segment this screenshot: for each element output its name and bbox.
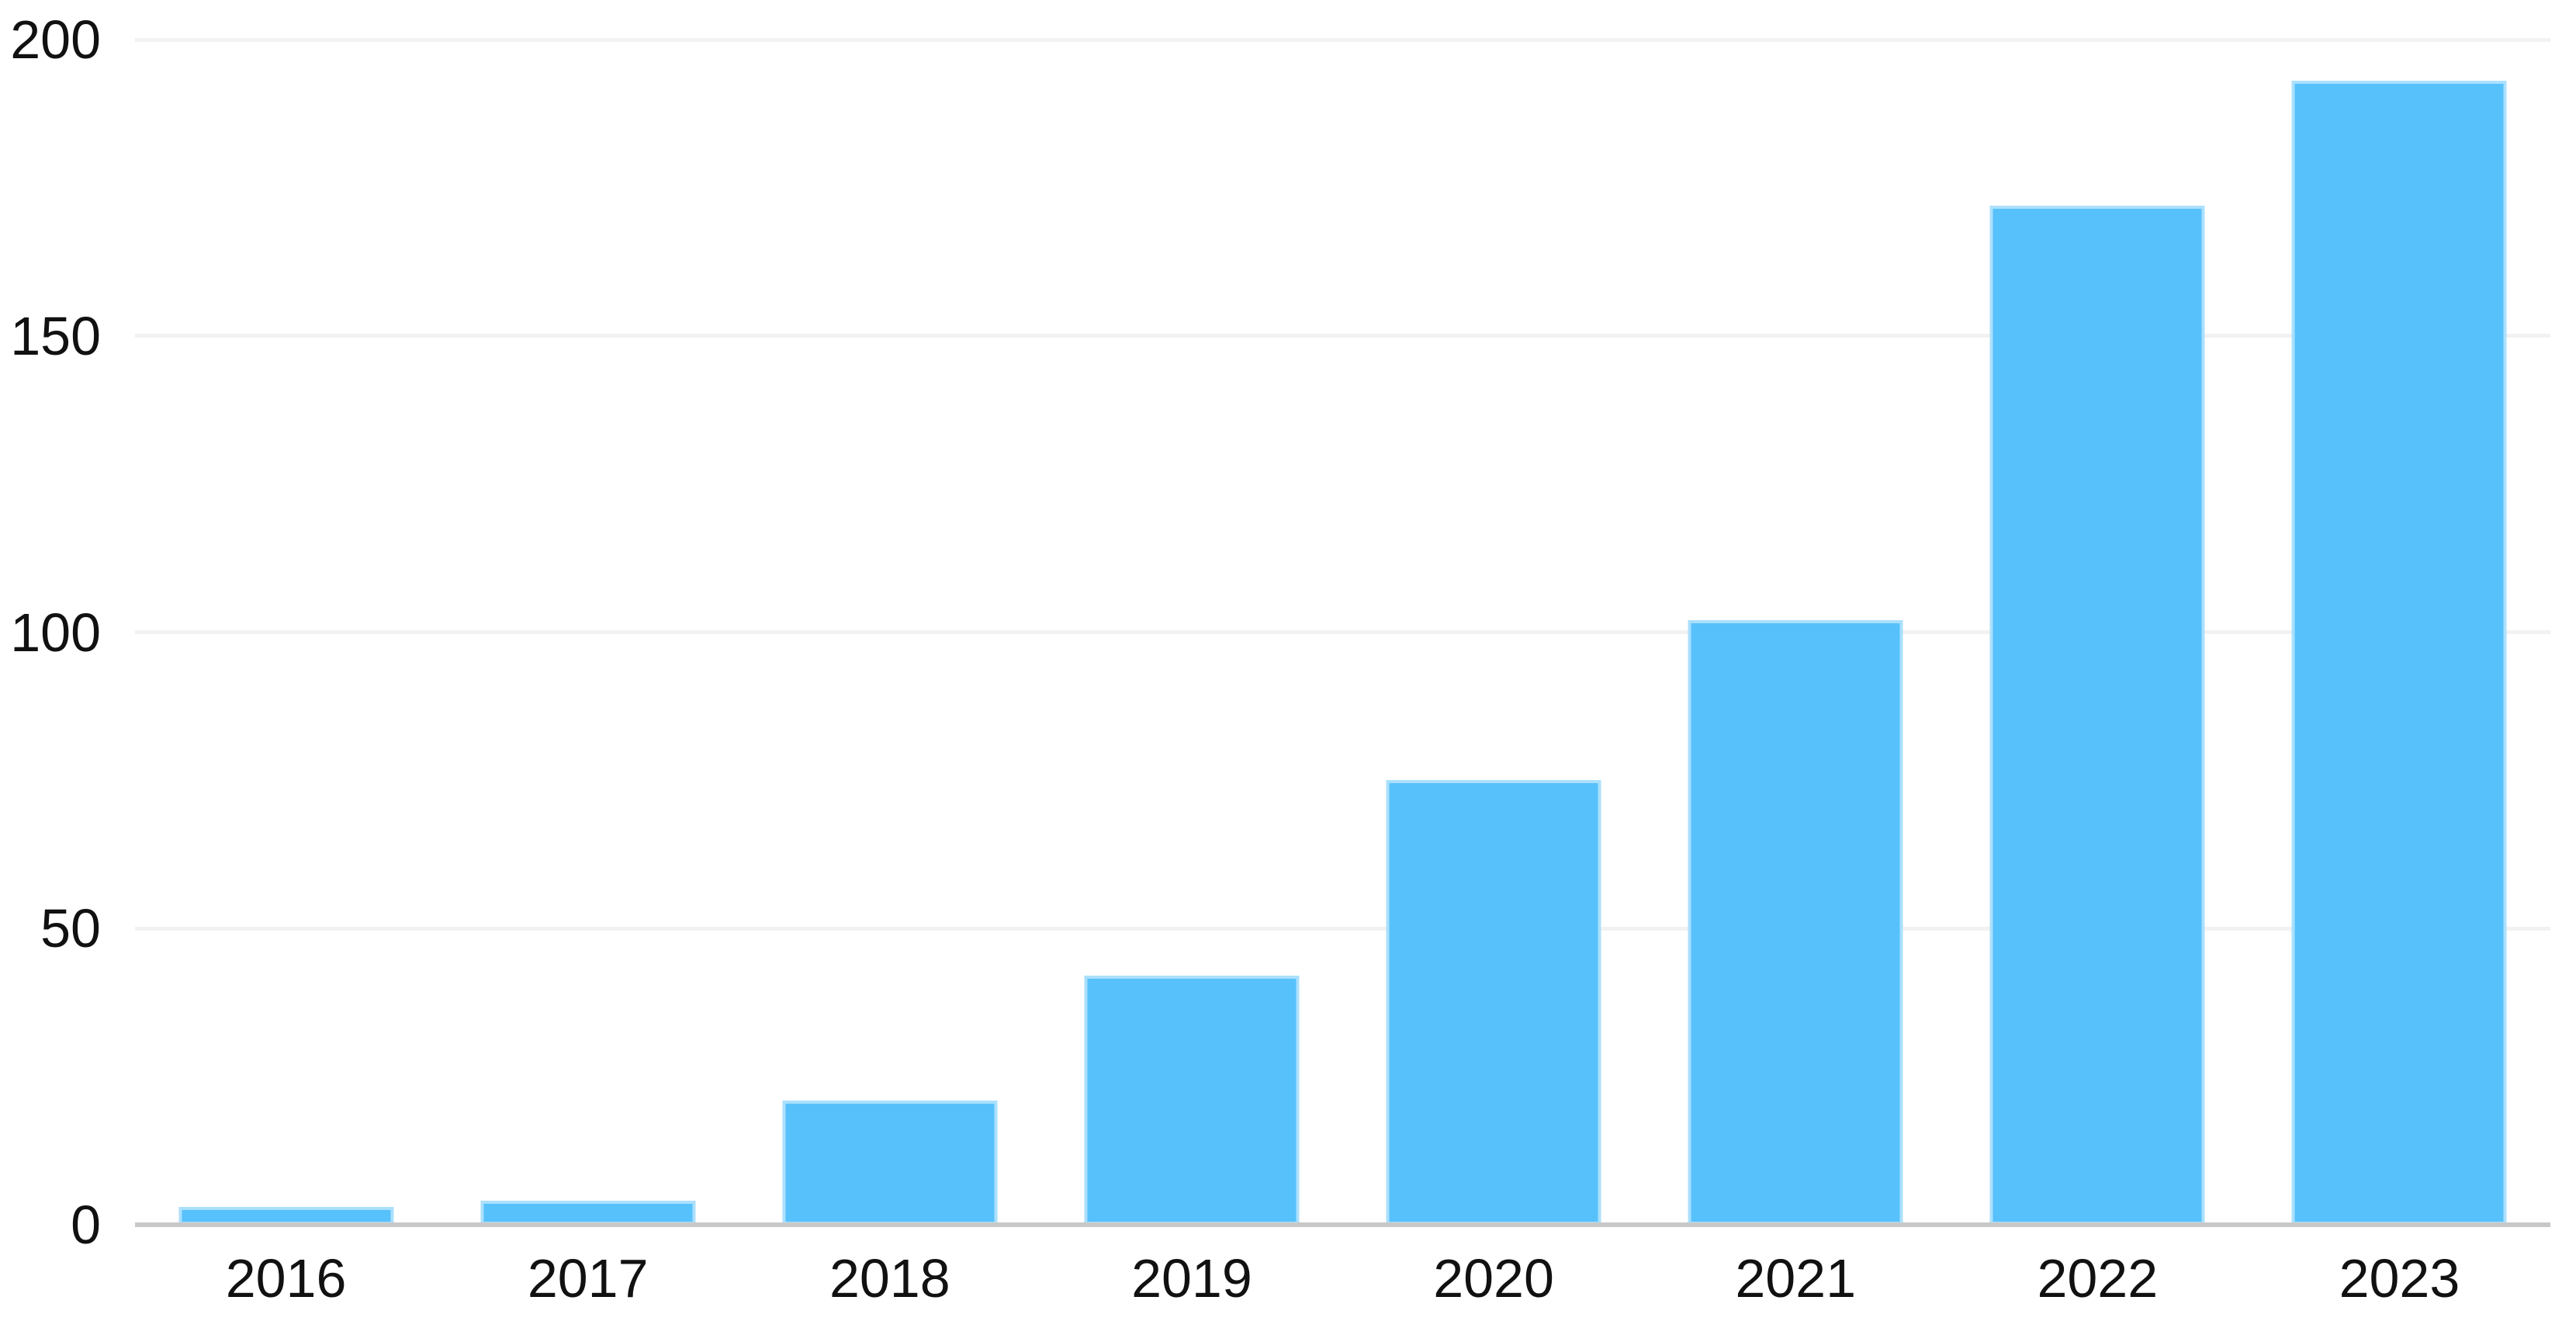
y-tick-label-200: 200 — [10, 9, 101, 70]
x-tick-label-2019: 2019 — [1131, 1248, 1252, 1309]
x-axis: 2016 2017 2018 2019 2020 2021 2022 2023 — [135, 1251, 2550, 1321]
plot-area — [135, 37, 2550, 1227]
x-tick-label-2018: 2018 — [829, 1248, 950, 1309]
bar-2023 — [2291, 81, 2507, 1225]
gridline-100 — [135, 630, 2550, 634]
y-tick-label-0: 0 — [71, 1195, 101, 1255]
x-tick-label-2021: 2021 — [1735, 1248, 1857, 1309]
bar-2021 — [1688, 620, 1903, 1225]
gridline-150 — [135, 334, 2550, 338]
gridline-50 — [135, 926, 2550, 931]
y-axis: 0 50 100 150 200 — [0, 12, 101, 1252]
bar-2017 — [480, 1201, 696, 1225]
bar-2020 — [1386, 780, 1601, 1225]
bar-2018 — [782, 1100, 998, 1225]
x-tick-label-2017: 2017 — [527, 1248, 649, 1309]
x-tick-label-2023: 2023 — [2339, 1248, 2460, 1309]
y-tick-label-100: 100 — [10, 602, 101, 663]
x-tick-label-2016: 2016 — [225, 1248, 347, 1309]
bar-2019 — [1084, 976, 1300, 1225]
y-tick-label-150: 150 — [10, 305, 101, 366]
bar-2016 — [178, 1207, 394, 1225]
bar-2022 — [1989, 205, 2205, 1225]
x-axis-baseline — [135, 1222, 2550, 1227]
x-tick-label-2022: 2022 — [2037, 1248, 2159, 1309]
x-tick-label-2020: 2020 — [1433, 1248, 1554, 1309]
y-tick-label-50: 50 — [40, 898, 101, 959]
gridline-200 — [135, 37, 2550, 42]
